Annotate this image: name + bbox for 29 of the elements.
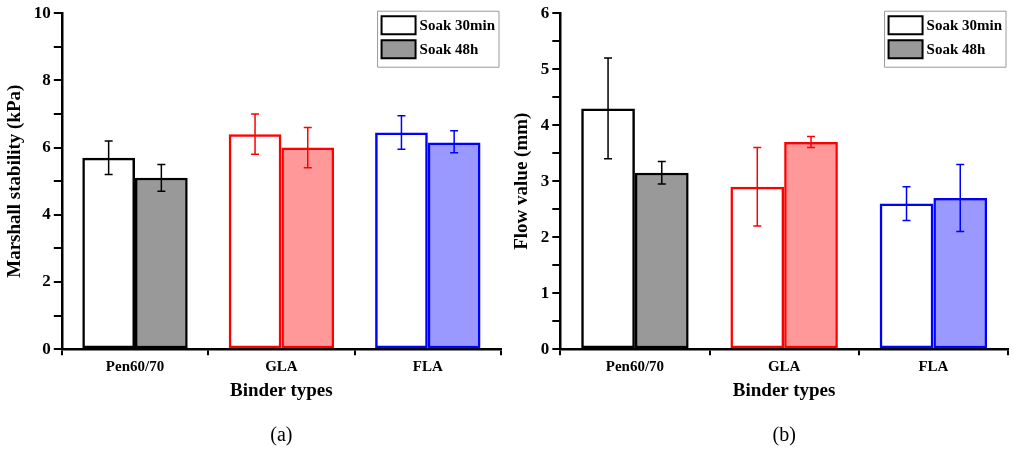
y-tick-label: 6 — [42, 136, 51, 156]
x-tick-label: FLA — [412, 358, 443, 375]
y-tick-label: 0 — [42, 338, 51, 358]
y-axis-title: Marshall stability (kPa) — [3, 84, 26, 278]
y-axis-title: Flow value (mm) — [510, 112, 533, 250]
y-tick-label: 6 — [540, 2, 550, 22]
y-tick-label: 1 — [540, 282, 550, 302]
y-tick-label: 4 — [42, 204, 52, 224]
legend-label: Soak 48h — [926, 41, 986, 58]
y-tick-label: 10 — [33, 2, 51, 22]
legend-label: Soak 30min — [419, 17, 496, 34]
y-tick-label: 8 — [42, 69, 51, 89]
y-tick-label: 5 — [540, 58, 550, 78]
x-tick-label: Pen60/70 — [605, 358, 665, 375]
x-tick-label: Pen60/70 — [105, 358, 165, 375]
x-tick-label: FLA — [918, 358, 949, 375]
x-tick-label: GLA — [265, 358, 298, 375]
legend-label: Soak 30min — [926, 17, 1003, 34]
legend-label: Soak 48h — [419, 41, 479, 58]
text: (a) — [270, 423, 293, 447]
x-axis-title: Binder types — [732, 378, 836, 400]
y-tick-label: 0 — [540, 338, 550, 358]
y-tick-label: 2 — [42, 271, 51, 291]
x-axis-title: Binder types — [230, 378, 333, 400]
y-tick-label: 2 — [540, 226, 550, 246]
x-tick-label: GLA — [767, 358, 801, 375]
y-tick-label: 4 — [540, 114, 550, 134]
y-tick-label: 3 — [540, 170, 550, 190]
text: (b) — [772, 423, 796, 447]
